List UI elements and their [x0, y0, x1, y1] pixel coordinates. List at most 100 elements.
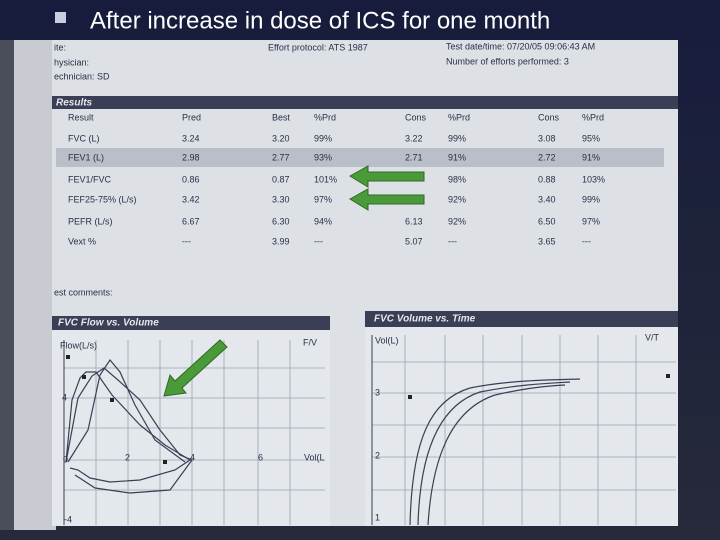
physician: hysician: — [54, 57, 89, 67]
protocol: Effort protocol: ATS 1987 — [268, 42, 368, 52]
table-cell: 99% — [582, 194, 600, 204]
column-header: %Prd — [314, 112, 336, 122]
tick-label: 3 — [375, 387, 380, 397]
table-cell: 97% — [582, 216, 600, 226]
table-cell: 0.87 — [272, 174, 290, 184]
table-cell: 2.72 — [538, 152, 556, 162]
table-cell: --- — [582, 236, 591, 246]
table-cell: 2.71 — [405, 152, 423, 162]
table-cell: FEF25-75% (L/s) — [68, 194, 137, 204]
table-cell: Vext % — [68, 236, 96, 246]
tick-label: 2 — [375, 450, 380, 460]
volume-curve — [409, 378, 581, 526]
table-cell: 6.50 — [538, 216, 556, 226]
tick-label: 0 — [63, 454, 68, 464]
arrow — [349, 188, 425, 211]
table-cell: 3.20 — [272, 133, 290, 143]
table-cell: 0.88 — [538, 174, 556, 184]
table-cell: --- — [182, 236, 191, 246]
shadow — [0, 40, 14, 530]
table-cell: 93% — [314, 152, 332, 162]
table-cell: 101% — [314, 174, 337, 184]
test-date: Test date/time: 07/20/05 09:06:43 AM — [446, 41, 595, 51]
tick-label: 2 — [125, 452, 130, 462]
table-cell: --- — [448, 236, 457, 246]
results-bar — [52, 96, 678, 109]
table-cell: 98% — [448, 174, 466, 184]
table-cell: 3.42 — [182, 194, 200, 204]
table-cell: 6.13 — [405, 216, 423, 226]
table-cell: --- — [314, 236, 323, 246]
marker — [66, 355, 70, 359]
column-header: Pred — [182, 112, 201, 122]
table-cell: 99% — [314, 133, 332, 143]
column-header: Result — [68, 112, 94, 122]
corner-label: V/T — [645, 332, 660, 342]
column-header: Best — [272, 112, 291, 122]
flow-volume-panel — [52, 316, 330, 526]
flow-loop — [67, 358, 186, 463]
column-header: %Prd — [448, 112, 470, 122]
tick-label: 4 — [190, 452, 195, 462]
arrow — [349, 165, 425, 188]
table-cell: 3.30 — [272, 194, 290, 204]
table-cell: 3.24 — [182, 133, 200, 143]
arrows — [163, 165, 425, 397]
tick-label: 4 — [62, 392, 67, 402]
table-cell: PEFR (L/s) — [68, 216, 113, 226]
marker — [82, 375, 86, 379]
marker — [666, 374, 670, 378]
tick-label: 1 — [375, 512, 380, 522]
table-cell: 3.08 — [538, 133, 556, 143]
y-label: Vol(L) — [375, 335, 399, 345]
column-header: Cons — [405, 112, 427, 122]
grid — [372, 335, 676, 525]
table-cell: 91% — [582, 152, 600, 162]
table-cell: 2.77 — [272, 152, 290, 162]
table-cell: 3.65 — [538, 236, 556, 246]
panel-title: FVC Flow vs. Volume — [58, 318, 159, 329]
flow-loop — [65, 367, 193, 494]
marker — [408, 395, 412, 399]
technician: echnician: SD — [54, 71, 110, 81]
table-cell: 0.86 — [182, 174, 200, 184]
bullet — [55, 12, 66, 23]
table-cell: 103% — [582, 174, 605, 184]
table-cell: 92% — [448, 194, 466, 204]
table-cell: 92% — [448, 216, 466, 226]
comments: est comments: — [54, 287, 113, 297]
tick-label: 6 — [258, 452, 263, 462]
row-highlight — [56, 148, 664, 167]
results-table: Result Pred Best %Prd Cons %Prd Cons %Prd FVC (L… — [68, 112, 605, 246]
table-cell: 3.22 — [405, 133, 423, 143]
slide-title: After increase in dose of ICS for one mo… — [90, 7, 550, 34]
table-cell: 2.98 — [182, 152, 200, 162]
volume-curve — [417, 381, 571, 526]
y-label: Flow(L/s) — [60, 340, 97, 350]
table-cell: 6.30 — [272, 216, 290, 226]
arrow — [163, 339, 228, 397]
table-cell: FEV1/FVC — [68, 174, 112, 184]
table-cell: 91% — [448, 152, 466, 162]
table-cell: 5.07 — [405, 236, 423, 246]
x-label: Vol(L — [304, 452, 325, 462]
table-cell: 3.99 — [272, 236, 290, 246]
corner-label: F/V — [303, 337, 317, 347]
marker — [163, 460, 167, 464]
tick-label: -4 — [64, 514, 72, 524]
panel-title: FVC Volume vs. Time — [374, 314, 476, 325]
panel-bar — [365, 311, 678, 327]
table-cell: 97% — [314, 194, 332, 204]
table-cell: FVC (L) — [68, 133, 100, 143]
column-header: %Prd — [582, 112, 604, 122]
site: ite: — [54, 42, 66, 52]
panel-bar — [52, 316, 330, 330]
table-cell: 3.40 — [538, 194, 556, 204]
volume-curve — [427, 384, 566, 526]
table-cell: 6.67 — [182, 216, 200, 226]
efforts: Number of efforts performed: 3 — [446, 56, 569, 66]
table-cell: 99% — [448, 133, 466, 143]
table-cell: 94% — [314, 216, 332, 226]
table-cell: FEV1 (L) — [68, 152, 104, 162]
